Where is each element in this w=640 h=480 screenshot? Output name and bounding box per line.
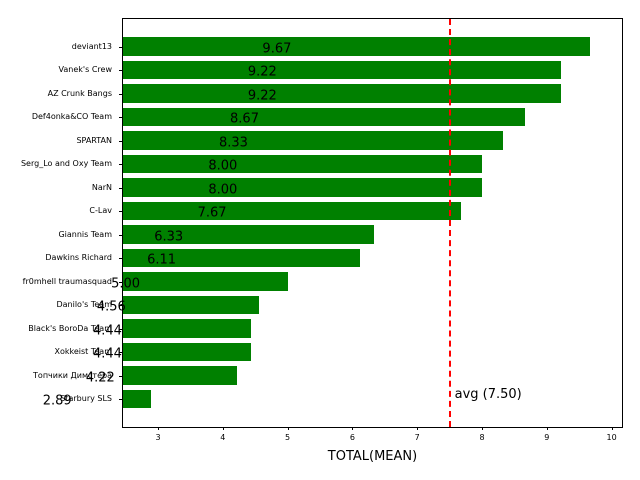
y-tick-label: Топчики Димстера <box>33 370 112 380</box>
bar <box>123 178 483 197</box>
x-tick <box>482 427 483 430</box>
y-tick-label: Starbury SLS <box>60 394 112 403</box>
bar <box>123 295 260 315</box>
bar-value-label: 7.67 <box>197 205 227 221</box>
x-tick <box>352 427 353 430</box>
y-tick-label: deviant13 <box>71 41 112 51</box>
x-tick <box>417 427 418 430</box>
x-axis-title: TOTAL(MEAN) <box>327 449 418 464</box>
y-tick-label: Vanek's Crew <box>58 65 112 74</box>
bar-value-label: 5.00 <box>111 276 141 291</box>
bar-value-label: 9.22 <box>247 64 277 80</box>
y-tick-label: Danilo's Team <box>56 300 112 309</box>
y-tick-label: fr0mhell traumasquad <box>22 276 112 286</box>
y-tick-label: Giannis Team <box>58 229 112 239</box>
bar-value-label: 6.11 <box>147 252 177 268</box>
x-tick <box>547 427 548 430</box>
bar <box>123 131 504 150</box>
y-tick <box>119 188 122 189</box>
bar <box>123 154 483 174</box>
bar <box>123 366 238 385</box>
bar <box>123 37 591 56</box>
y-tick <box>119 376 122 377</box>
y-tick <box>119 211 122 212</box>
x-tick-label: 4 <box>220 433 226 442</box>
y-tick <box>119 117 122 118</box>
bar-value-label: 8.00 <box>208 158 238 174</box>
y-tick <box>119 70 122 71</box>
x-tick-label: 3 <box>155 433 161 442</box>
y-tick-label: Def4onka&CO Team <box>31 112 112 121</box>
y-tick <box>119 329 122 330</box>
y-tick <box>119 258 122 259</box>
plot-area <box>122 18 623 428</box>
y-tick <box>119 305 122 306</box>
x-tick-label: 7 <box>414 433 420 442</box>
y-tick-label: NarN <box>91 182 112 192</box>
average-line <box>448 19 451 427</box>
x-tick-label: 10 <box>606 433 617 442</box>
x-tick <box>612 427 613 430</box>
x-tick-label: 6 <box>349 433 355 442</box>
y-tick <box>119 164 122 165</box>
bar <box>123 342 252 362</box>
bar-value-label: 4.56 <box>96 299 126 315</box>
bar <box>123 84 562 103</box>
bar-value-label: 6.33 <box>154 229 184 244</box>
bar-value-label: 8.67 <box>230 111 259 127</box>
bar-value-label: 8.00 <box>208 182 238 197</box>
bar <box>123 225 374 244</box>
y-tick <box>119 399 122 400</box>
y-tick-label: C-Lav <box>89 206 112 215</box>
x-tick-label: 9 <box>544 433 550 442</box>
bar-value-label: 9.22 <box>247 88 277 103</box>
y-tick <box>119 352 122 353</box>
bar <box>123 319 252 338</box>
x-tick <box>158 427 159 430</box>
bar-value-label: 8.33 <box>219 135 248 150</box>
bar-value-label: 4.44 <box>92 323 122 338</box>
y-tick-label: Serg_Lo and Oxy Team <box>20 159 112 168</box>
average-label: avg (7.50) <box>454 387 522 402</box>
bar <box>123 107 526 127</box>
y-tick <box>119 282 122 283</box>
y-tick-label: AZ Crunk Bangs <box>47 88 112 98</box>
y-tick <box>119 235 122 236</box>
bar-value-label: 4.22 <box>85 370 115 385</box>
y-tick <box>119 141 122 142</box>
bar <box>123 272 288 291</box>
y-tick <box>119 94 122 95</box>
x-tick-label: 8 <box>479 433 485 442</box>
bar-value-label: 9.67 <box>262 41 292 56</box>
x-tick <box>223 427 224 430</box>
y-tick-label: Dawkins Richard <box>45 253 112 262</box>
bar-value-label: 4.44 <box>92 346 122 362</box>
bar <box>123 389 151 409</box>
x-tick <box>288 427 289 430</box>
y-tick-label: SPARTAN <box>76 135 112 145</box>
y-tick-label: Black's BoroDa Team <box>28 323 112 333</box>
bar <box>123 201 461 221</box>
bar <box>123 248 360 268</box>
x-tick-label: 5 <box>285 433 291 442</box>
y-tick-label: Xokkeist Team <box>54 347 113 356</box>
bar <box>123 60 562 80</box>
bar-value-label: 2.89 <box>42 393 72 409</box>
y-tick <box>119 47 122 48</box>
